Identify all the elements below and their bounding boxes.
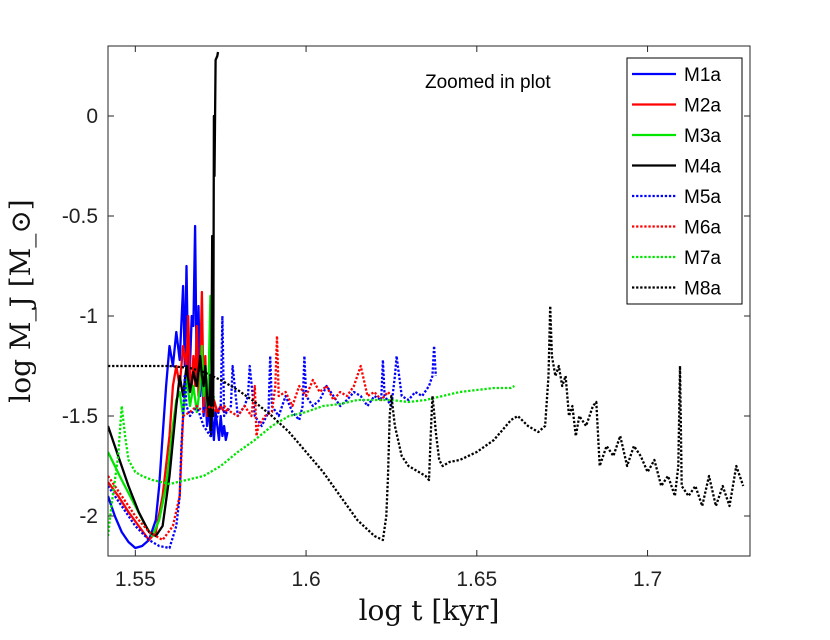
legend-label-m4a: M4a [684,157,721,178]
y-axis-label: log M_J [M_⊙] [4,199,37,402]
series-line-m5a [108,314,437,550]
y-tick-label: -2 [79,505,98,528]
legend-label-m5a: M5a [684,187,721,208]
x-axis-label: log t [kyr] [359,594,500,627]
series-line-m8a [108,304,745,542]
y-tick-label: 0 [86,105,98,128]
legend-label-m8a: M8a [684,279,721,300]
series-line-m1a [108,224,229,550]
x-tick-label: 1.7 [633,568,662,591]
axes-frame [107,45,751,557]
plot-annotation: Zoomed in plot [425,72,551,93]
y-tick-label: -1.5 [62,405,98,428]
legend: M1a M2a M3a M4a M5a M6a M7a M8a [626,57,743,305]
x-tick-label: 1.65 [456,568,497,591]
ticks-layer: 1.55 1.6 1.65 1.7 -2 -1.5 -1 -0.5 0 [62,46,750,591]
legend-label-m1a: M1a [684,65,721,86]
y-tick-label: -1 [79,305,98,328]
legend-label-m3a: M3a [684,126,721,147]
series-layer [108,51,745,550]
series-line-m7a [108,385,515,537]
legend-label-m7a: M7a [684,248,721,269]
x-tick-label: 1.55 [115,568,156,591]
legend-label-m2a: M2a [684,96,721,117]
legend-label-m6a: M6a [684,218,721,239]
x-tick-label: 1.6 [291,568,320,591]
legend-box [626,57,743,305]
y-tick-label: -0.5 [62,205,98,228]
